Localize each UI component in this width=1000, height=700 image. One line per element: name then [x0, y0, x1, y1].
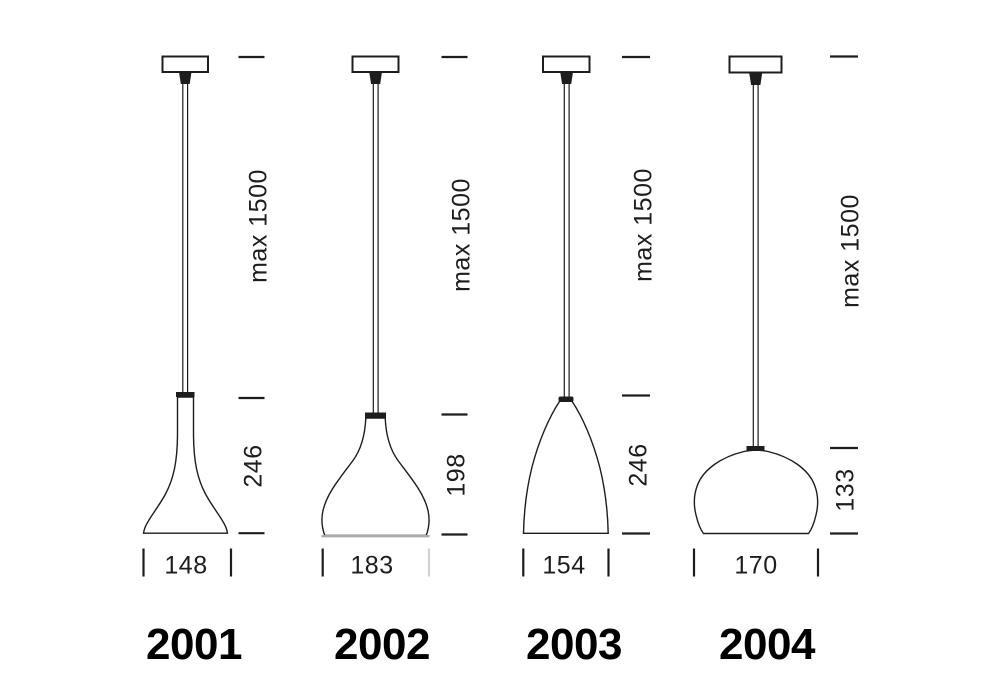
shade-height-label-2003: 246 [624, 443, 653, 487]
shade-height-label-2001: 246 [239, 444, 268, 488]
lamp-2004-cord-grip [749, 73, 763, 85]
cable-length-label-2001: max 1500 [244, 169, 273, 283]
lamp-2001-shade [144, 397, 228, 533]
shade-height-label-2002: 198 [442, 453, 471, 497]
lamp-2004-shade [694, 450, 817, 533]
cable-length-label-2004: max 1500 [836, 194, 865, 308]
lamp-2002-ceiling-canopy [353, 57, 399, 73]
shade-width-label-2003: 154 [542, 551, 586, 580]
lamp-2003-ceiling-canopy [543, 57, 590, 73]
lamp-2004-drawing [694, 57, 858, 577]
shade-width-label-2002: 183 [350, 551, 394, 580]
model-label-2001: 2001 [146, 620, 242, 669]
lamp-2003-drawing [523, 57, 650, 577]
lamp-2003-shade [524, 397, 609, 533]
model-label-2003: 2003 [526, 620, 622, 669]
lamp-2003-socket-band [558, 396, 574, 402]
lamp-2001-socket-band [176, 392, 195, 397]
lamp-2002-drawing [322, 57, 468, 577]
model-label-2004: 2004 [719, 620, 815, 669]
lamp-2004-socket-band [746, 446, 765, 451]
model-label-2002: 2002 [334, 620, 430, 669]
lamp-2002-cord-grip [369, 72, 382, 84]
lamp-2004-ceiling-canopy [730, 57, 782, 73]
lamp-2002-socket-band [365, 412, 386, 418]
cable-length-label-2003: max 1500 [629, 168, 658, 282]
lamp-2003-cord-grip [560, 72, 573, 84]
lamp-2001-drawing [144, 57, 265, 577]
shade-height-label-2004: 133 [831, 468, 860, 512]
shade-width-label-2004: 170 [734, 551, 778, 580]
shade-width-label-2001: 148 [164, 551, 208, 580]
lamp-2001-cord-grip [179, 72, 192, 84]
lamp-2001-ceiling-canopy [163, 57, 209, 73]
cable-length-label-2002: max 1500 [447, 178, 476, 292]
lamp-2002-shade [322, 418, 429, 536]
